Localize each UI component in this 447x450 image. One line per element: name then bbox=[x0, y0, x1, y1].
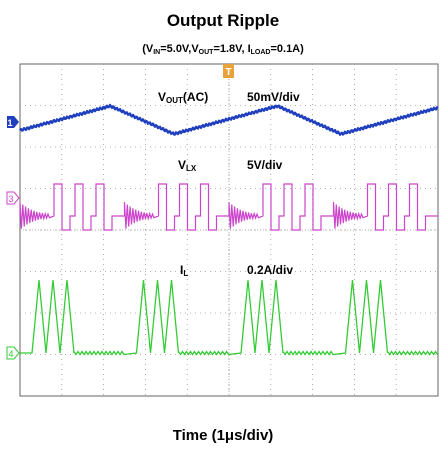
series-label-vlx: VLX bbox=[178, 158, 197, 173]
svg-text:1: 1 bbox=[7, 118, 12, 128]
channel-marker-1: 1 bbox=[7, 116, 19, 128]
channel-marker-3: 3 bbox=[6, 191, 20, 205]
chart-title: Output Ripple bbox=[167, 11, 279, 30]
trigger-marker: T bbox=[223, 64, 234, 78]
series-label-il: IL bbox=[180, 263, 188, 278]
series-line-vlx bbox=[19, 183, 438, 231]
svg-text:T: T bbox=[225, 67, 231, 78]
channel-marker-4: 4 bbox=[6, 346, 20, 360]
series-scale-vout: 50mV/div bbox=[247, 90, 300, 104]
series-label-vout: VOUT(AC) bbox=[158, 90, 208, 105]
series-line-il bbox=[20, 279, 439, 356]
series-scale-vlx: 5V/div bbox=[247, 158, 283, 172]
svg-text:3: 3 bbox=[8, 194, 13, 204]
x-axis-label: Time (1μs/div) bbox=[173, 427, 274, 444]
series-scale-il: 0.2A/div bbox=[247, 263, 293, 277]
series-line-vout bbox=[19, 103, 439, 136]
svg-text:4: 4 bbox=[8, 349, 13, 359]
chart-subtitle: (VIN=5.0V,VOUT=1.8V, ILOAD=0.1A) bbox=[142, 43, 304, 56]
